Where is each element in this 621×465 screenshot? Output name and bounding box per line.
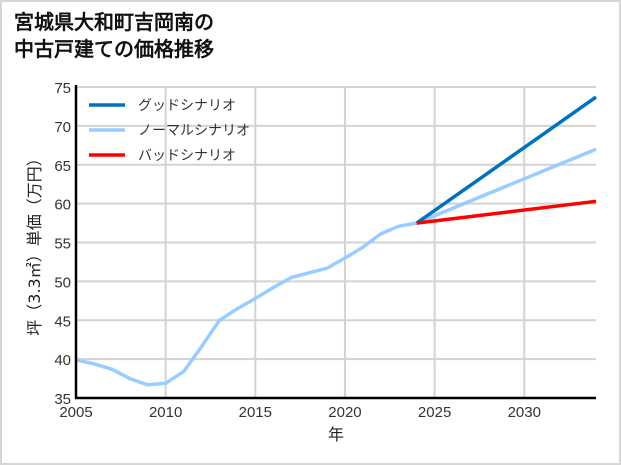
y-tick-label: 45 [54, 313, 71, 330]
axes [74, 85, 596, 400]
y-tick-label: 50 [54, 274, 71, 291]
series-line [416, 199, 597, 225]
x-tick-label: 2010 [149, 404, 182, 421]
y-axis-label: 坪（3.3㎡）単価（万円） [25, 150, 44, 335]
series-line [415, 95, 598, 225]
title-line-1: 宮城県大和町吉岡南の [14, 10, 214, 34]
x-tick-label: 2025 [418, 404, 451, 421]
y-tick-label: 60 [54, 197, 71, 214]
y-tick-label: 55 [54, 236, 71, 253]
legend-label: ノーマルシナリオ [138, 123, 250, 139]
x-tick-label: 2030 [508, 404, 541, 421]
x-tick-label: 2005 [59, 404, 92, 421]
y-tick-label: 35 [54, 391, 71, 408]
x-tick-label: 2020 [328, 404, 361, 421]
series-lines [75, 95, 598, 387]
series-line [75, 147, 597, 387]
chart-title: 宮城県大和町吉岡南の 中古戸建ての価格推移 [14, 9, 214, 63]
y-tick-label: 70 [54, 119, 71, 136]
tick-labels: 35 40 45 50 55 60 65 70 75 2005 2010 2015 2020 2025 20… [54, 80, 541, 421]
y-tick-label: 40 [54, 352, 71, 369]
y-tick-label: 75 [54, 80, 71, 97]
legend-label: グッドシナリオ [138, 98, 236, 114]
x-tick-label: 2015 [239, 404, 272, 421]
y-tick-label: 65 [54, 158, 71, 175]
x-axis-label: 年 [328, 425, 344, 444]
title-line-2: 中古戸建ての価格推移 [14, 37, 214, 61]
legend-label: バッドシナリオ [138, 148, 236, 164]
